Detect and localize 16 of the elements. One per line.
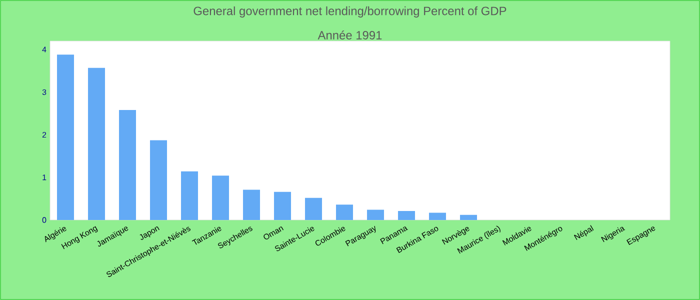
- bar: [398, 211, 416, 220]
- bar: [305, 198, 322, 220]
- bar: [119, 110, 136, 220]
- bar: [181, 171, 198, 220]
- chart-subtitle: Année 1991: [318, 30, 382, 40]
- bar: [274, 192, 292, 220]
- bar: [367, 210, 384, 220]
- bar: [243, 190, 260, 220]
- bar: [150, 140, 168, 220]
- bar: [429, 212, 446, 220]
- bar: [57, 54, 74, 220]
- bar: [212, 176, 230, 220]
- chart-title: General government net lending/borrowing Percent of GDP: [194, 6, 506, 18]
- bar: [88, 68, 105, 220]
- bar: [460, 214, 478, 220]
- bar: [336, 204, 354, 220]
